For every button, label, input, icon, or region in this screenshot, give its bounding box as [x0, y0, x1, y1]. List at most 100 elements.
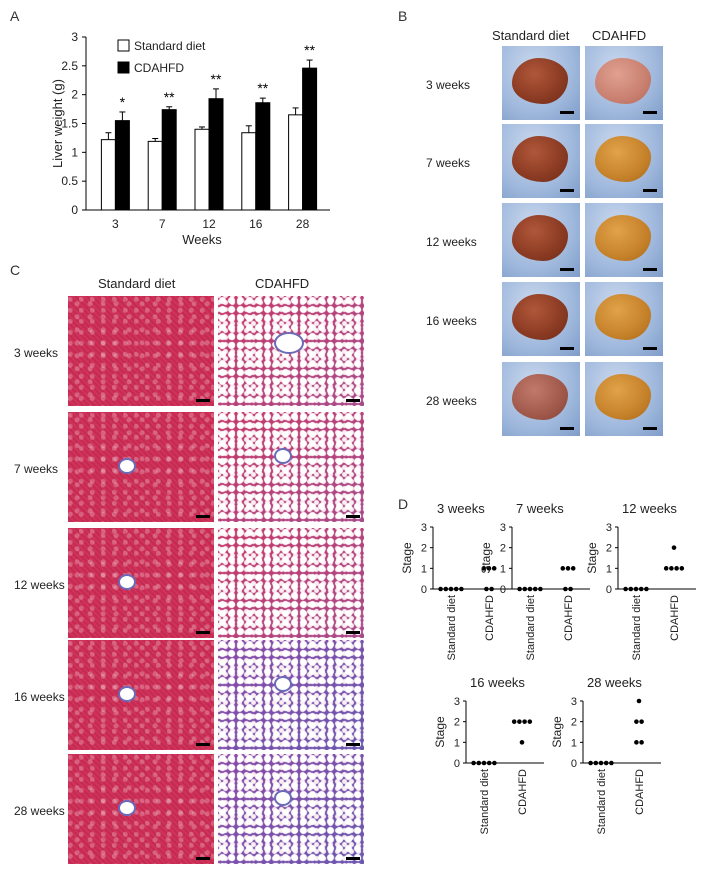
- y-tick-label: 0: [571, 758, 577, 770]
- y-tick-label: 1.5: [61, 117, 78, 131]
- stage-point: [459, 586, 464, 592]
- stage-point: [603, 760, 609, 766]
- stage-plot-title: 16 weeks: [470, 675, 525, 690]
- blood-vessel: [118, 458, 136, 474]
- blood-vessel: [274, 448, 292, 464]
- photo-row-label: 7 weeks: [426, 156, 471, 170]
- stage-point: [519, 740, 525, 745]
- scale-bar: [346, 631, 360, 634]
- significance-mark: **: [304, 42, 315, 58]
- stage-point: [679, 566, 685, 571]
- stage-point: [669, 566, 674, 571]
- significance-mark: **: [257, 80, 268, 96]
- blood-vessel: [118, 686, 136, 702]
- liver-photo: [502, 362, 580, 436]
- stage-point: [484, 586, 489, 592]
- histology-section: [218, 754, 364, 864]
- x-category-label: CDAHFD: [484, 595, 496, 641]
- x-category-label: CDAHFD: [563, 595, 575, 641]
- significance-mark: **: [164, 89, 175, 105]
- y-tick-label: 0.5: [61, 174, 78, 188]
- x-tick-label: 16: [249, 217, 263, 231]
- histology-section: [68, 296, 214, 406]
- scale-bar: [196, 515, 210, 518]
- histology-section: [68, 528, 214, 638]
- scale-bar: [560, 347, 574, 350]
- y-tick-label: 2: [571, 717, 577, 729]
- photos-col-head-standard: Standard diet: [492, 28, 570, 43]
- stage-point: [489, 586, 494, 592]
- y-tick-label: 2.5: [61, 59, 78, 73]
- histology-col-head-cdahfd: CDAHFD: [255, 276, 310, 291]
- stage-point: [481, 566, 487, 571]
- scale-bar: [346, 857, 360, 860]
- liver-specimen: [512, 215, 568, 261]
- liver-specimen: [595, 215, 651, 261]
- stage-point: [471, 760, 476, 766]
- legend-label: Standard diet: [134, 39, 206, 53]
- liver-specimen: [595, 294, 651, 340]
- stage-point: [639, 740, 644, 745]
- histology-section: [218, 412, 364, 522]
- significance-mark: *: [120, 94, 126, 110]
- stage-point: [527, 586, 533, 592]
- y-axis-label: Stage: [400, 542, 414, 574]
- stage-point: [448, 586, 454, 592]
- x-category-label: Standard diet: [525, 595, 537, 660]
- scale-bar: [643, 347, 657, 350]
- y-tick-label: 1: [71, 145, 78, 159]
- panel-label-c: C: [10, 262, 21, 278]
- scale-bar: [643, 268, 657, 271]
- stage-point: [522, 719, 527, 724]
- panel-label-b: B: [398, 8, 408, 24]
- y-tick-label: 0: [421, 584, 427, 596]
- stage-point: [517, 586, 522, 592]
- x-tick-label: 3: [112, 217, 119, 231]
- y-tick-label: 3: [421, 522, 427, 534]
- histology-row-label: 7 weeks: [14, 462, 59, 476]
- stage-point: [639, 719, 644, 724]
- liver-specimen: [595, 136, 651, 182]
- liver-photo: [502, 203, 580, 277]
- stage-plot-title: 7 weeks: [516, 501, 564, 516]
- y-tick-label: 3: [571, 696, 577, 708]
- x-tick-label: 28: [296, 217, 310, 231]
- histology-col-head-standard: Standard diet: [98, 276, 176, 291]
- scale-bar: [346, 515, 360, 518]
- scale-bar: [643, 111, 657, 114]
- x-tick-label: 12: [202, 217, 216, 231]
- y-tick-label: 1: [421, 563, 427, 575]
- y-tick-label: 3: [71, 30, 78, 44]
- x-tick-label: 7: [159, 217, 166, 231]
- x-category-label: CDAHFD: [634, 769, 646, 815]
- stage-point: [486, 566, 492, 571]
- liver-photo: [585, 124, 663, 198]
- stage-point: [438, 586, 443, 592]
- stage-point: [527, 719, 533, 724]
- liver-specimen: [595, 374, 651, 420]
- stage-point: [517, 719, 522, 724]
- scale-bar: [196, 743, 210, 746]
- stage-plot-title: 3 weeks: [437, 501, 485, 516]
- stage-point: [568, 586, 573, 592]
- blood-vessel: [118, 574, 136, 590]
- panel-label-d: D: [398, 496, 409, 512]
- stage-plot-title: 28 weeks: [587, 675, 642, 690]
- histology-row-label: 16 weeks: [14, 690, 65, 704]
- panel-label-a: A: [10, 8, 20, 24]
- y-tick-label: 0: [454, 758, 460, 770]
- stage-point: [634, 740, 639, 745]
- stage-point: [598, 760, 604, 766]
- photos-col-head-cdahfd: CDAHFD: [592, 28, 647, 43]
- stage-point: [609, 760, 614, 766]
- y-axis-label: Stage: [550, 716, 564, 748]
- stage-point: [588, 760, 593, 766]
- histology-section: [68, 640, 214, 750]
- liver-specimen: [512, 374, 568, 420]
- scale-bar: [643, 427, 657, 430]
- histology-row-label: 3 weeks: [14, 346, 59, 360]
- stage-point: [560, 566, 566, 571]
- liver-specimen: [512, 58, 568, 104]
- x-category-label: Standard diet: [479, 769, 491, 834]
